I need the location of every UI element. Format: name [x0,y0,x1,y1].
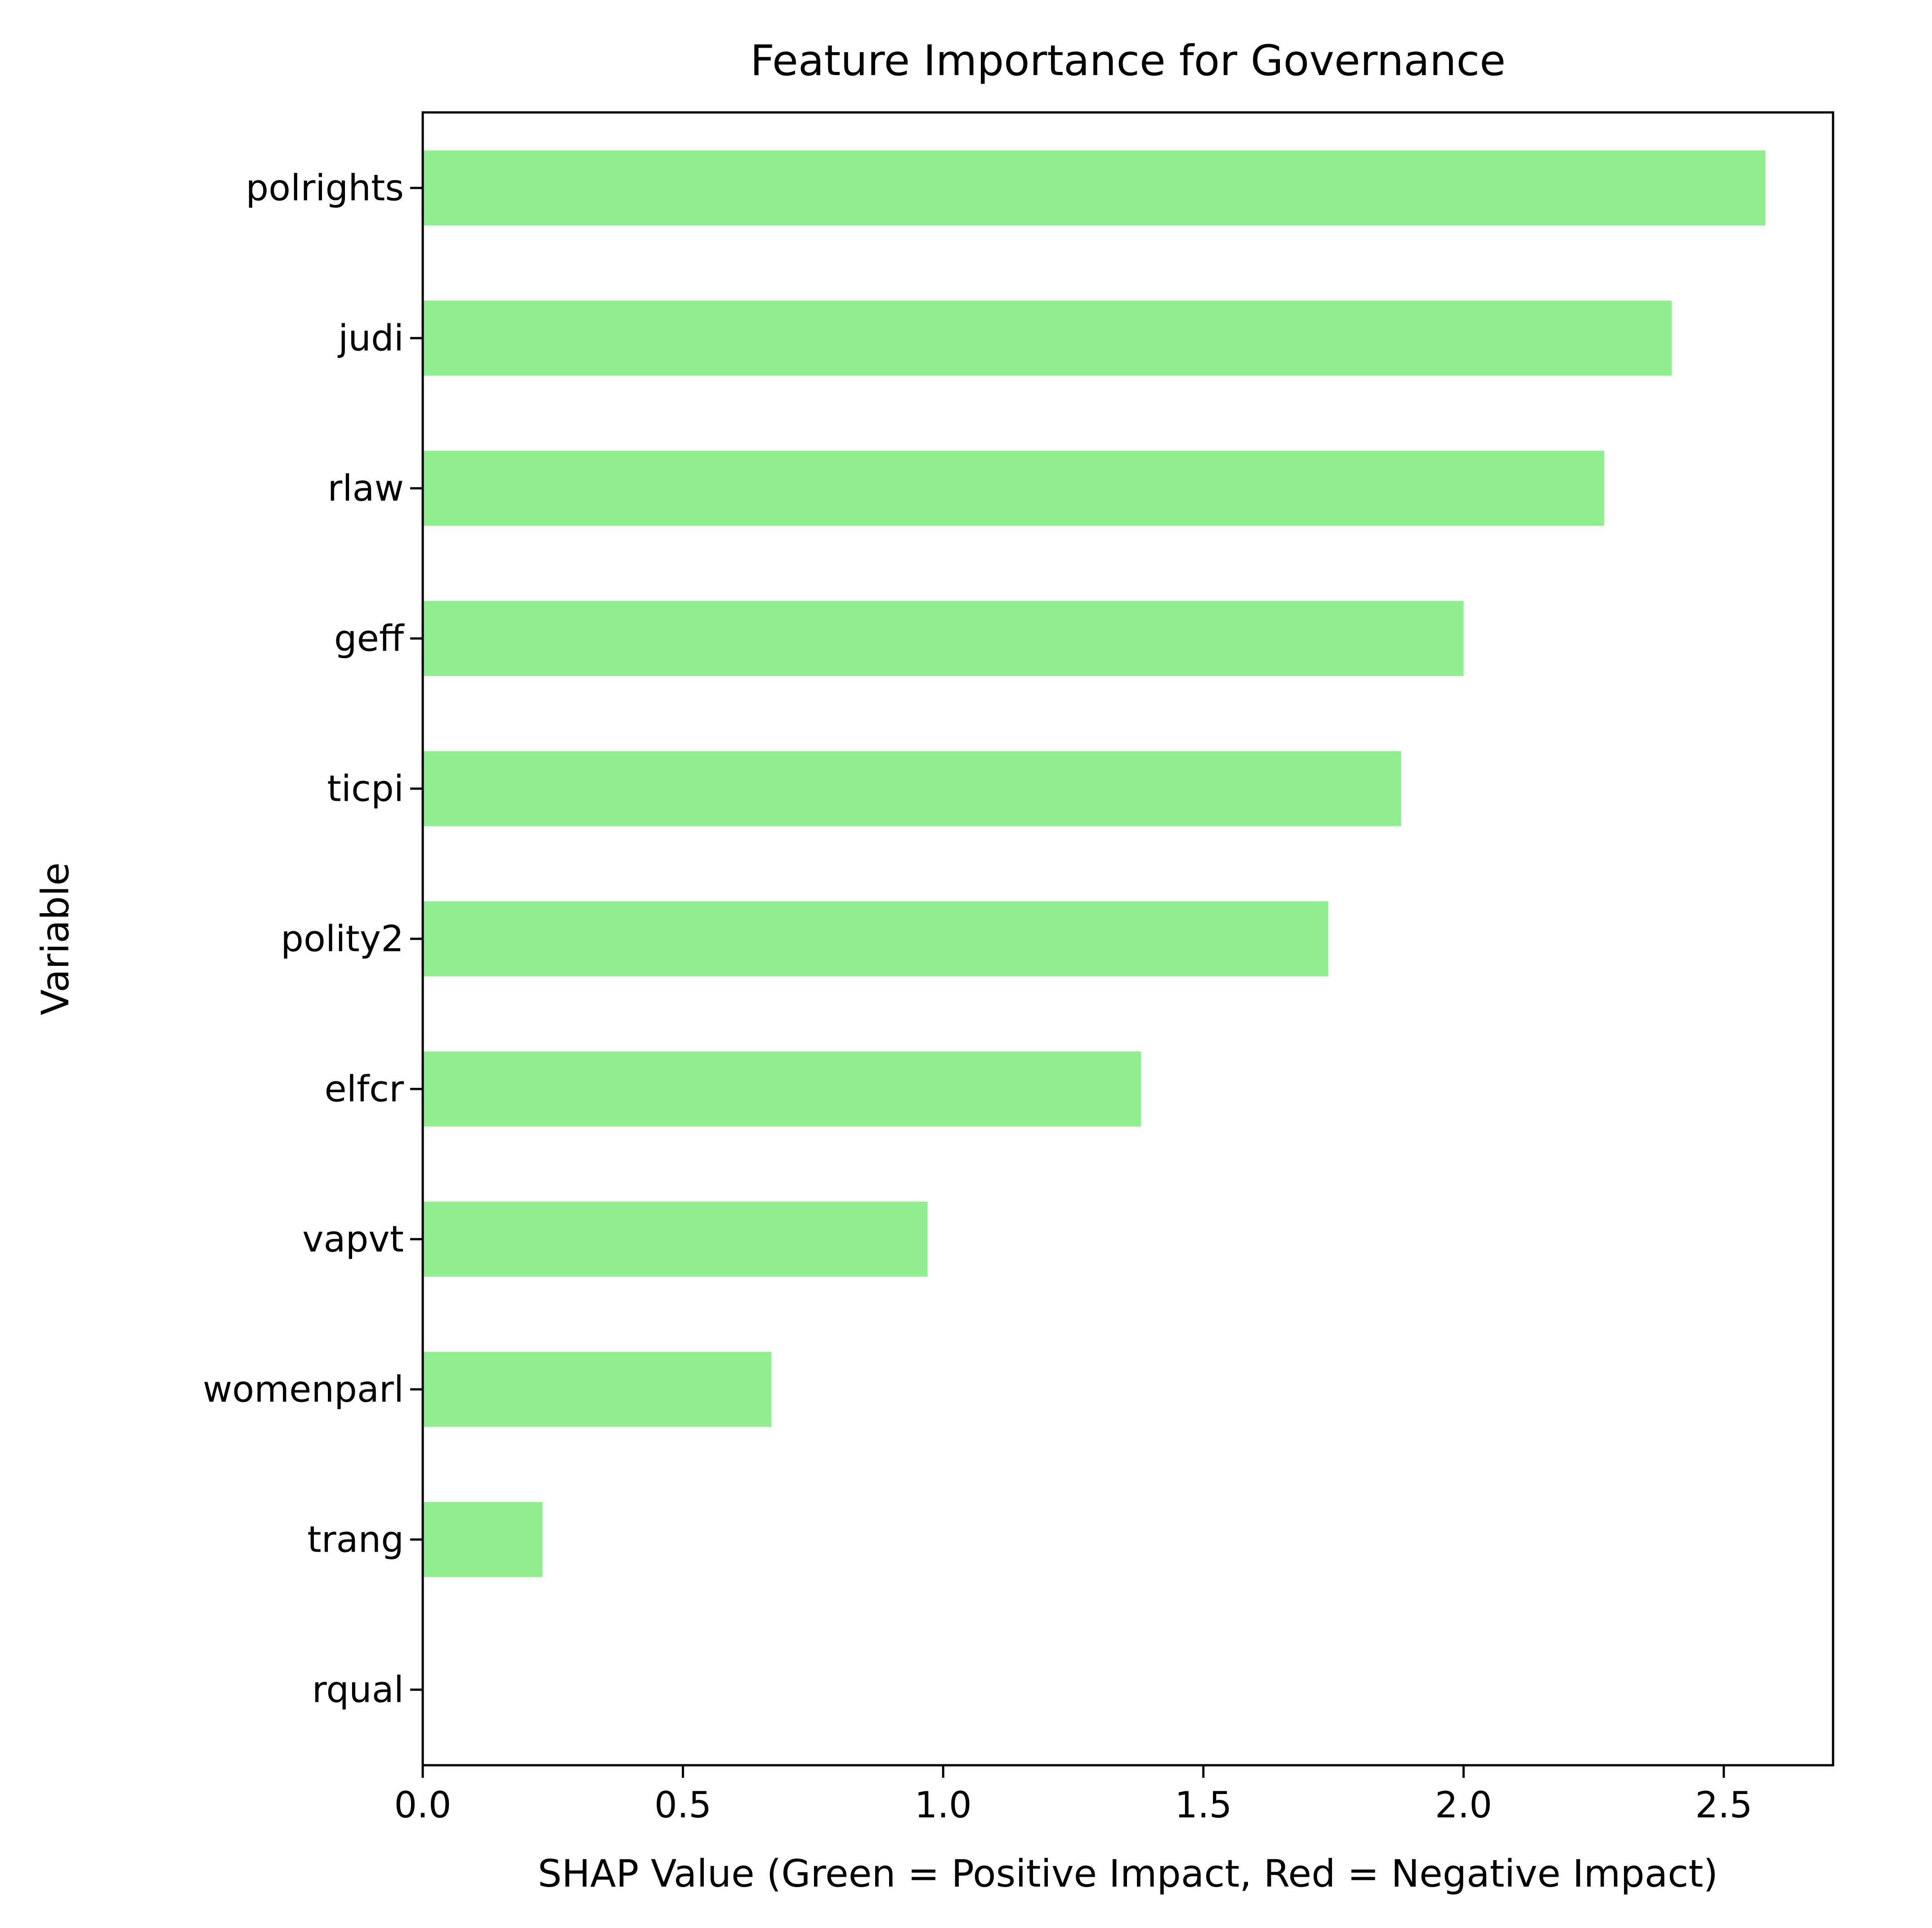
bar-geff [423,601,1464,676]
x-tick-label: 2.0 [1435,1784,1492,1826]
x-axis-ticks: 0.0 0.5 1.0 1.5 2.0 2.5 [394,1765,1753,1826]
bar-rlaw [423,451,1604,526]
bar-polrights [423,150,1766,226]
y-tick-label: rqual [312,1669,404,1711]
y-axis-label: Variable [33,862,77,1015]
plot-area-frame [421,111,1834,1767]
y-tick-label: elfcr [325,1068,404,1110]
y-tick-label: polrights [246,167,404,209]
bar-trang [423,1502,543,1577]
y-tick-label: polity2 [281,918,404,960]
x-tick-label: 1.0 [915,1784,972,1826]
y-tick-label: womenparl [203,1369,404,1410]
bar-ticpi [423,751,1401,826]
x-axis-label: SHAP Value (Green = Positive Impact, Red… [538,1852,1718,1896]
y-tick-label: trang [307,1519,404,1561]
bar-judi [423,300,1672,376]
x-tick-label: 0.5 [654,1784,711,1826]
y-tick-label: rlaw [327,468,404,509]
bar-vapvt [423,1201,928,1277]
y-axis-ticks: polrights judi rlaw geff ticpi polity2 elfcr va… [203,167,423,1711]
y-tick-label: judi [337,317,404,359]
bars-group [423,150,1766,1577]
bar-womenparl [423,1352,772,1427]
x-tick-label: 1.5 [1175,1784,1232,1826]
x-tick-label: 2.5 [1695,1784,1752,1826]
chart-title: Feature Importance for Governance [750,36,1506,85]
bar-polity2 [423,901,1328,977]
y-tick-label: vapvt [302,1218,404,1260]
bar-elfcr [423,1051,1141,1127]
y-tick-label: ticpi [327,768,404,810]
y-tick-label: geff [334,618,405,660]
x-tick-label: 0.0 [394,1784,451,1826]
